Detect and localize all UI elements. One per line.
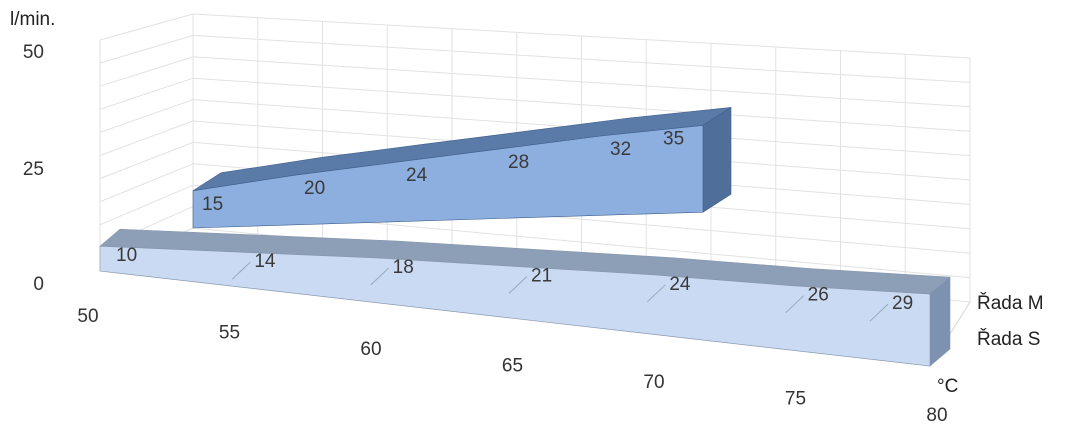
series-end-cap: [702, 106, 732, 213]
side-wall-gridline: [99, 99, 194, 133]
data-label-leader-line: [231, 261, 251, 280]
series-rada-s: 10 14 18 21 24 26 29: [99, 228, 951, 367]
side-wall-gridline: [99, 163, 194, 203]
data-label: 14: [254, 251, 276, 272]
side-wall-gridline: [99, 141, 194, 180]
data-label: 28: [508, 152, 529, 173]
x-tick-label: 75: [785, 389, 806, 410]
y-axis-unit: l/min.: [10, 9, 55, 30]
data-label: 21: [531, 265, 552, 286]
data-label-leader-line: [370, 267, 390, 286]
data-label-leader-line: [869, 303, 889, 322]
side-wall-gridline: [99, 184, 194, 226]
x-axis-unit: °C: [937, 376, 958, 397]
side-wall-gridline: [99, 13, 194, 41]
x-tick-label: 60: [360, 339, 381, 360]
data-label: 35: [663, 128, 684, 149]
x-tick-label: 55: [219, 323, 240, 344]
side-wall-gridline: [99, 34, 194, 64]
data-label: 20: [304, 178, 325, 199]
series-front-face: [192, 125, 704, 229]
chart-labels: 0 25 50 50 55 60 65 70 75 80 l/min. °C Řada M Řada S: [10, 9, 1044, 426]
data-label-leader-line: [508, 276, 528, 294]
data-label-leader-line: [785, 295, 805, 314]
data-label: 29: [892, 293, 913, 314]
x-tick-label: 80: [926, 405, 947, 426]
data-label: 32: [610, 139, 631, 160]
side-wall-gridline: [99, 120, 194, 156]
series-rada-m: 15 20 24 28 32 35: [192, 106, 732, 229]
data-label: 24: [406, 165, 428, 186]
series-front-face: [99, 245, 931, 367]
y-tick-label: 50: [23, 42, 44, 63]
data-label: 15: [202, 194, 223, 215]
series-name-label: Řada M: [977, 292, 1044, 314]
x-tick-label: 70: [643, 372, 664, 393]
data-label: 24: [669, 274, 691, 295]
y-tick-label: 25: [23, 159, 44, 180]
x-tick-label: 50: [77, 306, 98, 327]
data-label: 18: [393, 257, 414, 278]
x-tick-label: 65: [502, 356, 523, 377]
side-wall-gridline: [99, 56, 194, 87]
data-label: 26: [808, 285, 829, 306]
y-tick-label: 0: [33, 274, 44, 295]
series-name-label: Řada S: [977, 328, 1040, 350]
data-label-leader-line: [646, 284, 666, 303]
data-label: 10: [116, 245, 137, 266]
side-wall-gridline: [99, 77, 194, 110]
